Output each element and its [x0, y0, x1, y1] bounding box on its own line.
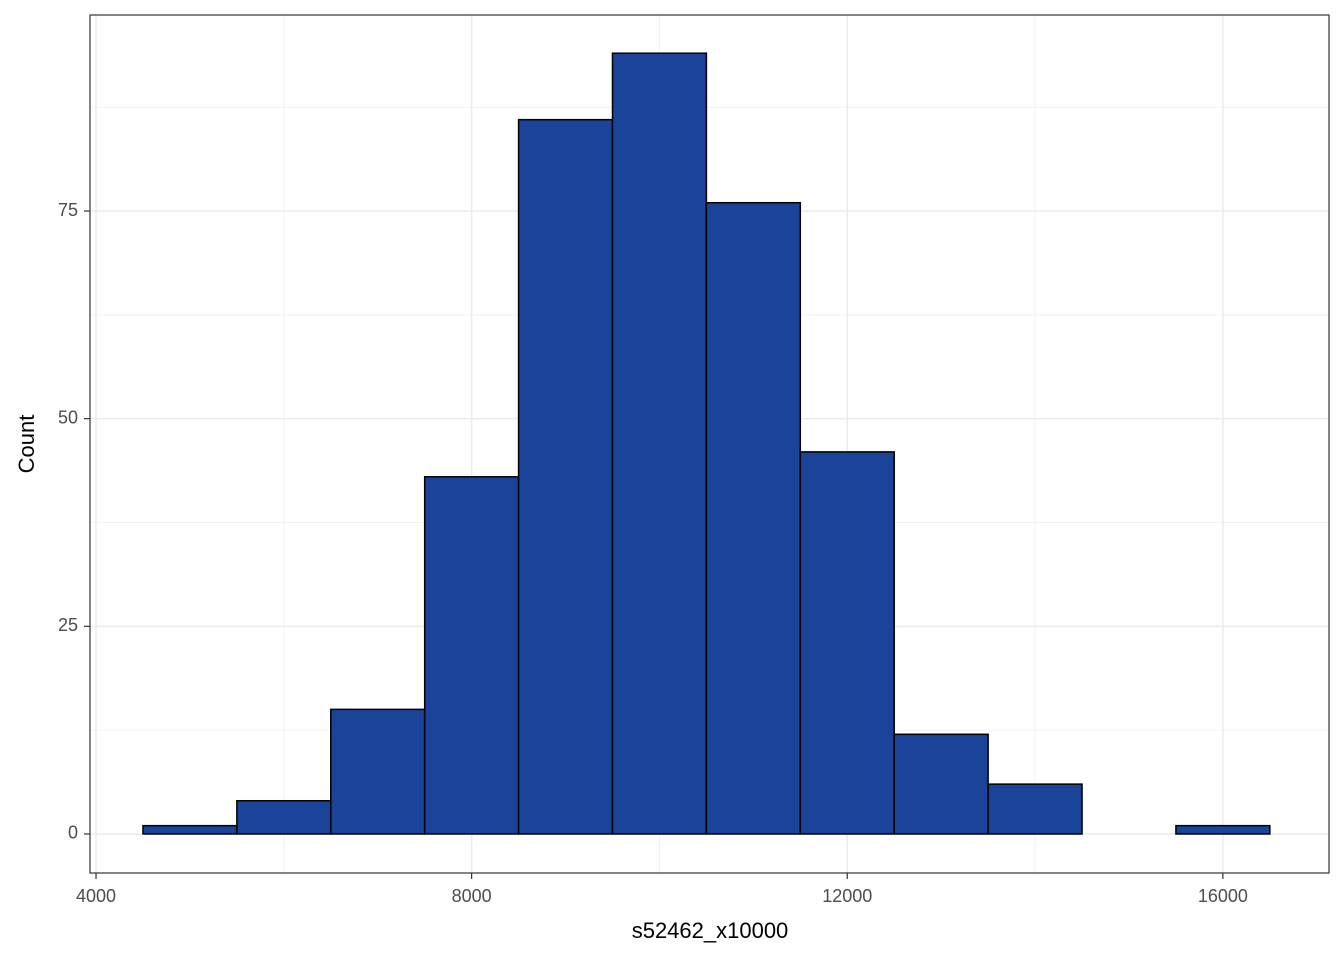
- x-tick-label: 4000: [76, 886, 116, 906]
- bar: [236, 799, 332, 835]
- bar: [705, 201, 802, 835]
- bar: [330, 708, 426, 835]
- y-axis-title: Count: [14, 415, 39, 474]
- bar: [893, 733, 989, 835]
- x-tick-label: 16000: [1198, 886, 1248, 906]
- y-tick-label: 0: [68, 823, 78, 843]
- x-tick-label: 8000: [452, 886, 492, 906]
- bars: [142, 52, 1271, 835]
- bar: [987, 783, 1083, 835]
- bar: [142, 824, 238, 835]
- y-tick-label: 75: [58, 200, 78, 220]
- bar: [1175, 824, 1271, 835]
- x-axis-title: s52462_x10000: [632, 918, 789, 943]
- panel-border: [89, 14, 1330, 874]
- y-tick-label: 50: [58, 407, 78, 427]
- bar: [423, 476, 520, 835]
- bar: [517, 118, 614, 835]
- x-tick-label: 12000: [822, 886, 872, 906]
- bar: [611, 52, 708, 835]
- bar: [799, 451, 895, 835]
- y-tick-label: 25: [58, 615, 78, 635]
